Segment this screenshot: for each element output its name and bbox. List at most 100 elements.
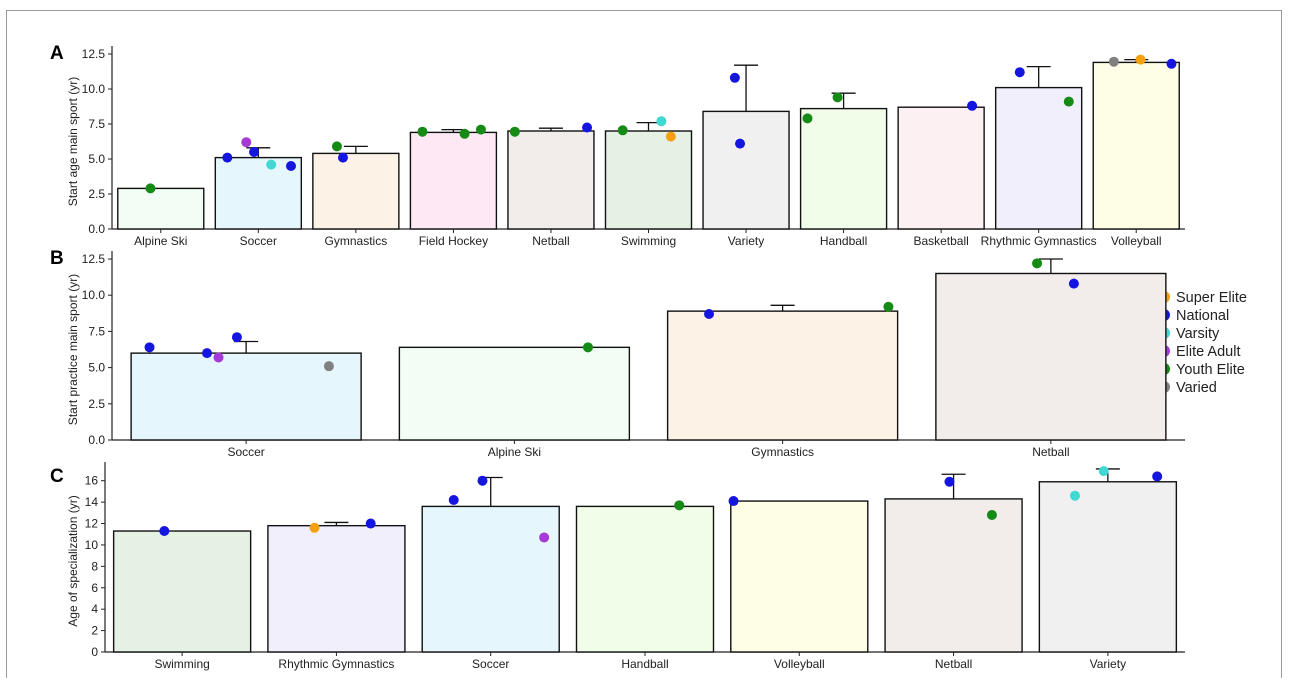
data-point xyxy=(222,152,233,163)
chart-panel-c: 0 2 4 6 8 10 12 14 16 Swimming Rhythmic Gymnastics… xyxy=(50,462,1185,671)
bar xyxy=(935,272,1167,441)
data-point xyxy=(309,522,320,533)
y-axis-title: Age of specialization (yr) xyxy=(66,495,80,626)
legend-label: Super Elite xyxy=(1176,290,1247,306)
y-tick-label: 10.0 xyxy=(82,288,106,302)
x-tick-label: Gymnastics xyxy=(325,234,388,248)
data-point xyxy=(1108,56,1119,67)
data-point xyxy=(509,126,520,137)
x-tick-label: Swimming xyxy=(621,234,676,248)
data-point xyxy=(728,496,739,507)
y-tick-label: 12 xyxy=(85,517,99,531)
bar xyxy=(884,498,1023,653)
data-point xyxy=(986,509,997,520)
x-tick-label: Rhythmic Gymnastics xyxy=(278,657,394,671)
x-tick-label: Handball xyxy=(820,234,867,248)
bar xyxy=(1038,481,1178,653)
data-point xyxy=(477,475,488,486)
bar xyxy=(409,131,498,230)
data-point xyxy=(1166,58,1177,69)
data-point xyxy=(944,476,955,487)
y-tick-label: 0.0 xyxy=(88,222,105,236)
y-tick-label: 7.5 xyxy=(88,324,105,338)
data-point xyxy=(582,122,593,133)
y-tick-label: 8 xyxy=(91,559,98,573)
y-tick-label: 2 xyxy=(91,624,98,638)
y-tick-label: 14 xyxy=(85,495,99,509)
x-tick-label: Basketball xyxy=(913,234,968,248)
y-tick-label: 10 xyxy=(85,538,99,552)
data-point xyxy=(202,348,213,359)
data-point xyxy=(729,72,740,83)
x-tick-label: Alpine Ski xyxy=(488,445,541,459)
bar xyxy=(897,106,985,230)
chart-panel-a: 0.0 2.5 5.0 7.5 10.0 12.5 Alpine Ski Soccer Gymn… xyxy=(50,43,1185,248)
panel-label: B xyxy=(50,248,64,269)
data-point xyxy=(249,147,260,157)
legend-label: Varsity xyxy=(1176,326,1220,342)
legend-label: Youth Elite xyxy=(1176,362,1245,378)
data-point xyxy=(159,526,170,537)
legend-label: Elite Adult xyxy=(1176,344,1241,360)
x-tick-label: Gymnastics xyxy=(751,445,814,459)
data-point xyxy=(967,100,978,111)
data-point xyxy=(365,518,376,529)
y-axis-title: Start age main sport (yr) xyxy=(66,77,80,206)
figure-frame xyxy=(6,10,1282,678)
data-point xyxy=(144,342,155,353)
data-point xyxy=(656,116,667,127)
bar xyxy=(1092,61,1180,230)
legend-label: National xyxy=(1176,308,1229,324)
x-tick-label: Soccer xyxy=(227,445,264,459)
x-tick-label: Soccer xyxy=(472,657,509,671)
y-tick-label: 16 xyxy=(85,474,99,488)
bar xyxy=(117,187,205,230)
y-tick-label: 5.0 xyxy=(88,152,105,166)
y-tick-label: 6 xyxy=(91,581,98,595)
data-point xyxy=(266,159,277,170)
data-point xyxy=(1098,466,1109,477)
panel-label: C xyxy=(50,466,64,487)
x-tick-label: Variety xyxy=(728,234,764,248)
bar xyxy=(666,310,899,441)
y-tick-label: 5.0 xyxy=(88,361,105,375)
x-tick-label: Alpine Ski xyxy=(134,234,187,248)
data-point xyxy=(459,128,470,139)
x-tick-label: Netball xyxy=(532,234,569,248)
y-tick-label: 0 xyxy=(91,645,98,659)
panel-label: A xyxy=(50,43,64,64)
x-tick-label: Netball xyxy=(1032,445,1069,459)
data-point xyxy=(1069,490,1080,501)
data-point xyxy=(617,125,628,136)
y-tick-label: 12.5 xyxy=(82,47,106,61)
data-point xyxy=(1014,67,1025,78)
y-tick-label: 12.5 xyxy=(82,252,106,266)
y-axis-title: Start practice main sport (yr) xyxy=(66,274,80,425)
x-tick-label: Variety xyxy=(1090,657,1126,671)
y-tick-label: 2.5 xyxy=(88,187,105,201)
bar xyxy=(398,346,631,441)
x-tick-label: Swimming xyxy=(154,657,209,671)
y-tick-label: 2.5 xyxy=(88,397,105,411)
data-point xyxy=(582,342,593,353)
data-point xyxy=(475,124,486,135)
bar xyxy=(112,530,252,653)
data-point xyxy=(145,183,156,194)
y-tick-label: 10.0 xyxy=(82,82,106,96)
data-point xyxy=(674,500,685,511)
y-tick-label: 4 xyxy=(91,602,98,616)
bar xyxy=(604,130,693,230)
data-point xyxy=(337,152,348,163)
data-point xyxy=(1068,278,1079,289)
x-tick-label: Volleyball xyxy=(774,657,825,671)
bar xyxy=(702,110,790,230)
data-point xyxy=(735,138,746,149)
data-point xyxy=(1063,96,1074,107)
data-point xyxy=(1032,258,1043,269)
x-tick-label: Soccer xyxy=(240,234,277,248)
bar xyxy=(507,130,595,230)
legend: Super Elite National Varsity Elite Adult You… xyxy=(1158,290,1247,396)
data-point xyxy=(802,113,813,124)
bar xyxy=(312,152,400,230)
